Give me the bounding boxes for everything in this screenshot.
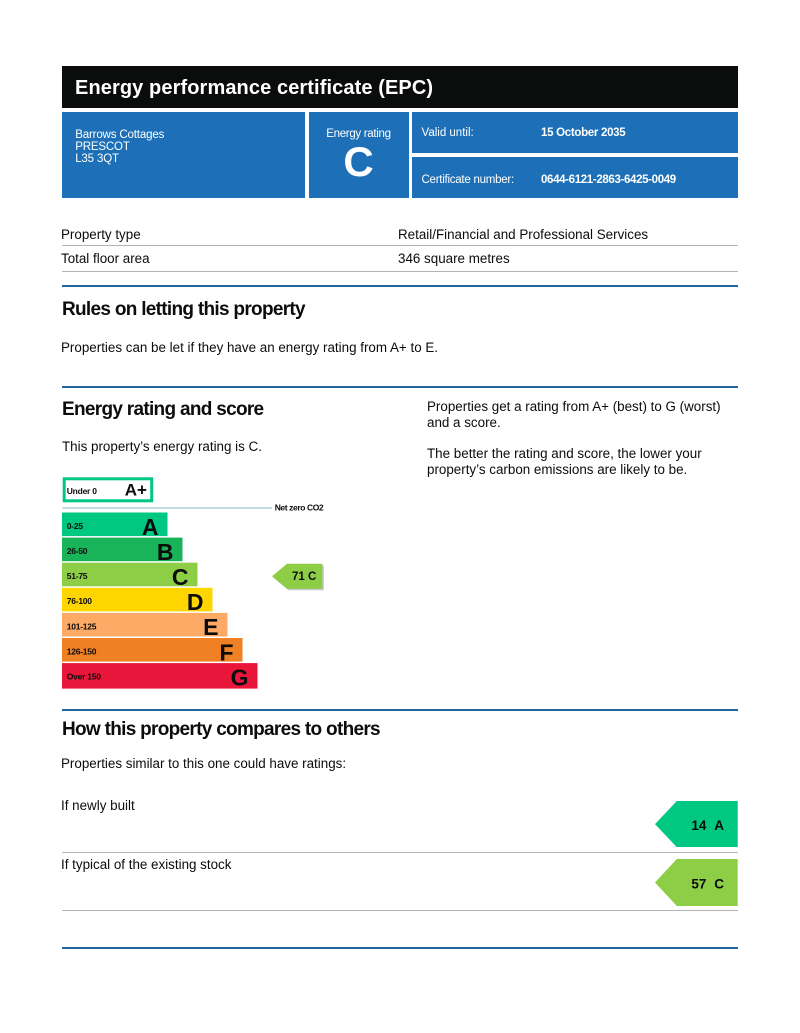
svg-text:57: 57: [691, 877, 706, 892]
svg-text:71 C: 71 C: [292, 571, 316, 583]
svg-text:G: G: [231, 664, 249, 690]
svg-text:C: C: [172, 564, 189, 590]
svg-text:0-25: 0-25: [67, 521, 84, 531]
svg-text:A: A: [142, 514, 159, 540]
svg-text:A+: A+: [125, 481, 147, 500]
svg-text:Net zero CO2: Net zero CO2: [275, 503, 324, 513]
svg-text:126-150: 126-150: [67, 646, 97, 656]
svg-text:A: A: [714, 818, 724, 833]
svg-text:C: C: [714, 877, 724, 892]
svg-text:Over 150: Over 150: [67, 672, 101, 682]
svg-text:B: B: [157, 539, 174, 565]
svg-text:F: F: [219, 639, 233, 665]
svg-text:76-100: 76-100: [67, 596, 92, 606]
svg-text:D: D: [187, 589, 204, 615]
svg-text:51-75: 51-75: [67, 571, 88, 581]
svg-text:26-50: 26-50: [67, 546, 88, 556]
svg-text:101-125: 101-125: [67, 621, 97, 631]
svg-text:14: 14: [691, 818, 706, 833]
svg-text:E: E: [203, 614, 218, 640]
svg-text:Under 0: Under 0: [67, 486, 97, 496]
